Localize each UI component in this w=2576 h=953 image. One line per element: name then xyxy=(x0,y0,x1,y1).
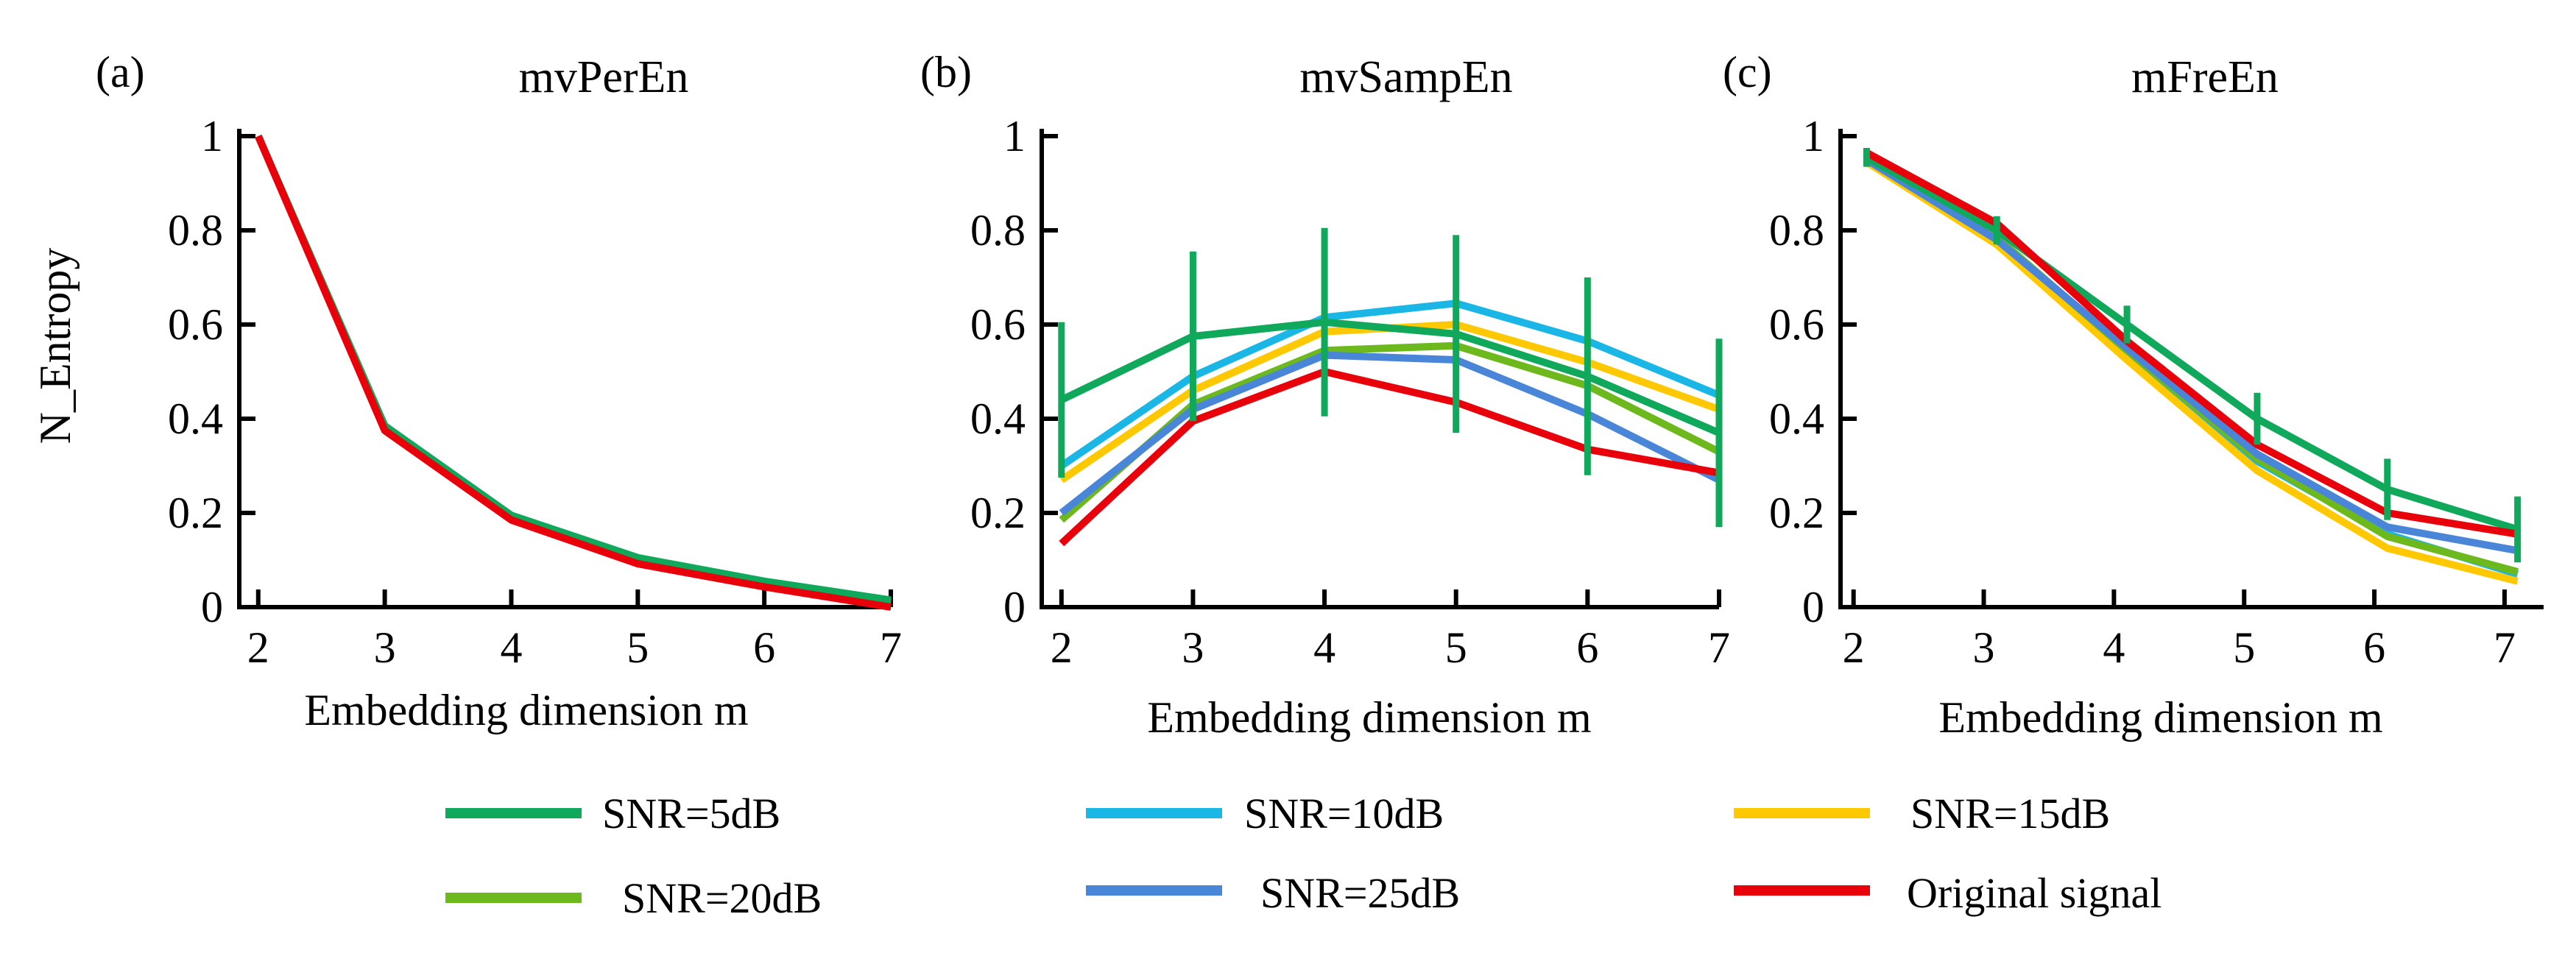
legend-label-snr10: SNR=10dB xyxy=(1244,790,1444,837)
panel-c-y-tick-label: 0.6 xyxy=(1769,300,1824,349)
panel-b-x-tick-label: 3 xyxy=(1182,623,1204,672)
panel-a-y-tick-label: 0.4 xyxy=(168,394,223,443)
panel-a-series-line xyxy=(255,135,892,606)
panel-c-title: mFreEn xyxy=(2131,52,2279,102)
panel-c-x-tick-label: 5 xyxy=(2233,623,2255,672)
panel-a: (a) mvPerEn N_Entropy Embedding dimensio… xyxy=(31,48,902,734)
panel-a-y-tick-label: 0 xyxy=(201,583,223,631)
legend-label-snr25: SNR=25dB xyxy=(1260,869,1460,917)
panel-c-y-tick-label: 0.8 xyxy=(1769,206,1824,255)
panel-a-y-tick-label: 0.8 xyxy=(168,206,223,255)
panel-b-y-tick-label: 0.6 xyxy=(970,300,1026,349)
panel-a-series-line xyxy=(255,134,892,604)
legend-label-snr20: SNR=20dB xyxy=(622,874,822,922)
panel-a-y-tick-label: 0.2 xyxy=(168,489,223,537)
panel-c-series-line xyxy=(1864,154,2519,534)
panel-a-x-tick-label: 2 xyxy=(247,623,269,672)
panel-c-x-tick-label: 3 xyxy=(1973,623,1995,672)
panel-c-label: (c) xyxy=(1723,48,1772,96)
panel-a-x-tick-label: 4 xyxy=(500,623,522,672)
panel-b-y-tick-label: 0.4 xyxy=(970,394,1026,443)
panel-b-label: (b) xyxy=(920,48,972,96)
panel-a-series-line xyxy=(255,135,892,606)
panel-c-x-tick-label: 6 xyxy=(2363,623,2385,672)
panel-b-y-tick-label: 0.8 xyxy=(970,206,1026,255)
panel-b: (b) mvSampEn Embedding dimension m 00.20… xyxy=(920,48,1730,742)
panel-c-xlabel: Embedding dimension m xyxy=(1938,693,2382,742)
panel-b-xlabel: Embedding dimension m xyxy=(1147,693,1591,742)
panel-b-x-tick-label: 2 xyxy=(1051,623,1073,672)
panel-c-plot-area: 0 0.2 0.4 0.6 0.8 1 2 3 4 5 6 7 xyxy=(1769,112,2544,672)
panel-b-x-tick-label: 7 xyxy=(1708,623,1730,672)
panel-c-y-tick-label: 1 xyxy=(1802,112,1824,160)
panel-a-y-tick-label: 0.6 xyxy=(168,300,223,349)
panel-b-y-tick-label: 0 xyxy=(1003,583,1026,631)
panel-c-x-tick-label: 2 xyxy=(1843,623,1865,672)
panel-a-plot-area: 0 0.2 0.4 0.6 0.8 1 2 3 4 5 6 7 xyxy=(168,112,902,672)
panel-c: (c) mFreEn Embedding dimension m 0 0.2 0.4… xyxy=(1723,48,2544,742)
panel-a-x-tick-label: 6 xyxy=(753,623,775,672)
legend-label-original: Original signal xyxy=(1907,869,2162,917)
panel-b-x-tick-label: 6 xyxy=(1576,623,1598,672)
panel-b-plot-area: 0 0.2 0.4 0.6 0.8 1 2 3 4 5 6 7 xyxy=(970,112,1730,672)
panel-b-y-tick-label: 1 xyxy=(1003,112,1026,160)
panel-c-x-tick-label: 4 xyxy=(2103,623,2125,672)
panel-a-y-tick-label: 1 xyxy=(201,112,223,160)
legend: SNR=5dB SNR=10dB SNR=15dB SNR=20dB SNR=2… xyxy=(445,790,2162,922)
panel-a-x-tick-label: 5 xyxy=(627,623,649,672)
panel-b-series-line xyxy=(1059,318,1721,436)
panel-a-title: mvPerEn xyxy=(519,52,689,102)
panel-a-xlabel: Embedding dimension m xyxy=(304,686,748,734)
panel-c-y-tick-label: 0.4 xyxy=(1769,394,1824,443)
panel-c-y-tick-label: 0.2 xyxy=(1769,489,1824,537)
panel-b-y-tick-label: 0.2 xyxy=(970,489,1026,537)
panel-b-series-line xyxy=(1059,368,1720,547)
panel-b-x-tick-label: 5 xyxy=(1445,623,1467,672)
panel-b-series-line xyxy=(1059,300,1721,470)
legend-label-snr15: SNR=15dB xyxy=(1910,790,2110,837)
panel-a-series-line xyxy=(255,135,892,611)
panel-c-series-line xyxy=(1864,156,2519,555)
panel-c-y-tick-label: 0 xyxy=(1802,583,1824,631)
panel-a-series-line xyxy=(255,135,892,606)
panel-c-series-line xyxy=(1865,149,2519,538)
panel-a-label: (a) xyxy=(96,48,145,96)
panel-a-x-tick-label: 3 xyxy=(374,623,396,672)
panel-a-series-line xyxy=(255,135,892,606)
panel-c-x-tick-label: 7 xyxy=(2494,623,2516,672)
legend-label-snr5: SNR=5dB xyxy=(602,790,780,837)
panel-b-series-line xyxy=(1059,351,1721,516)
panel-b-title: mvSampEn xyxy=(1299,52,1512,102)
panel-a-ylabel: N_Entropy xyxy=(31,248,80,444)
panel-a-x-tick-label: 7 xyxy=(880,623,902,672)
panel-b-x-tick-label: 4 xyxy=(1313,623,1335,672)
